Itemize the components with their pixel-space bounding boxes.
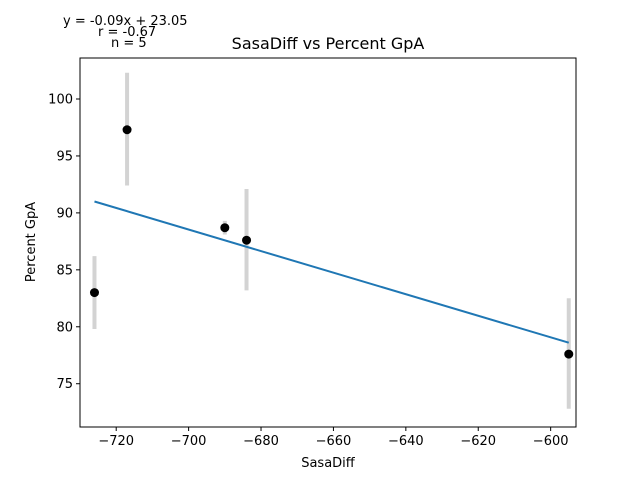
data-point-1 — [89, 288, 99, 298]
y-tick-label: 75 — [56, 377, 73, 392]
y-tick-label: 90 — [56, 206, 73, 221]
data-point-4 — [242, 235, 252, 245]
correlation-coefficient: r = -0.67 — [98, 25, 156, 40]
x-ticks: −720 −700 −680 −660 −640 −620 −600 — [98, 427, 569, 449]
y-tick-label: 80 — [56, 320, 73, 335]
y-tick-label: 95 — [56, 149, 73, 164]
data-point-5 — [564, 349, 574, 359]
points-group — [89, 125, 574, 359]
x-tick-label: −720 — [98, 434, 134, 449]
x-tick-label: −600 — [533, 434, 569, 449]
fit-equation: y = -0.09x + 23.05 — [63, 14, 188, 29]
plot-frame — [79, 57, 577, 428]
y-axis-label: Percent GpA — [24, 202, 39, 282]
errorbars-group — [92, 72, 571, 409]
data-point-2 — [122, 125, 132, 135]
fit-line — [94, 200, 570, 344]
y-tick-label: 85 — [56, 263, 73, 278]
x-tick-label: −660 — [316, 434, 352, 449]
x-tick-label: −680 — [243, 434, 279, 449]
x-axis-label: SasaDiff — [301, 456, 356, 471]
y-ticks: 75 80 85 90 95 100 — [48, 93, 80, 392]
fit-line-group — [94, 200, 570, 344]
x-tick-label: −700 — [171, 434, 207, 449]
x-tick-label: −640 — [388, 434, 424, 449]
x-tick-label: −620 — [460, 434, 496, 449]
sample-size: n = 5 — [111, 36, 147, 51]
fit-annotations: y = -0.09x + 23.05 r = -0.67 n = 5 — [63, 14, 188, 51]
y-tick-label: 100 — [48, 93, 73, 108]
chart-title: SasaDiff vs Percent GpA — [232, 34, 425, 53]
data-point-3 — [220, 223, 230, 233]
